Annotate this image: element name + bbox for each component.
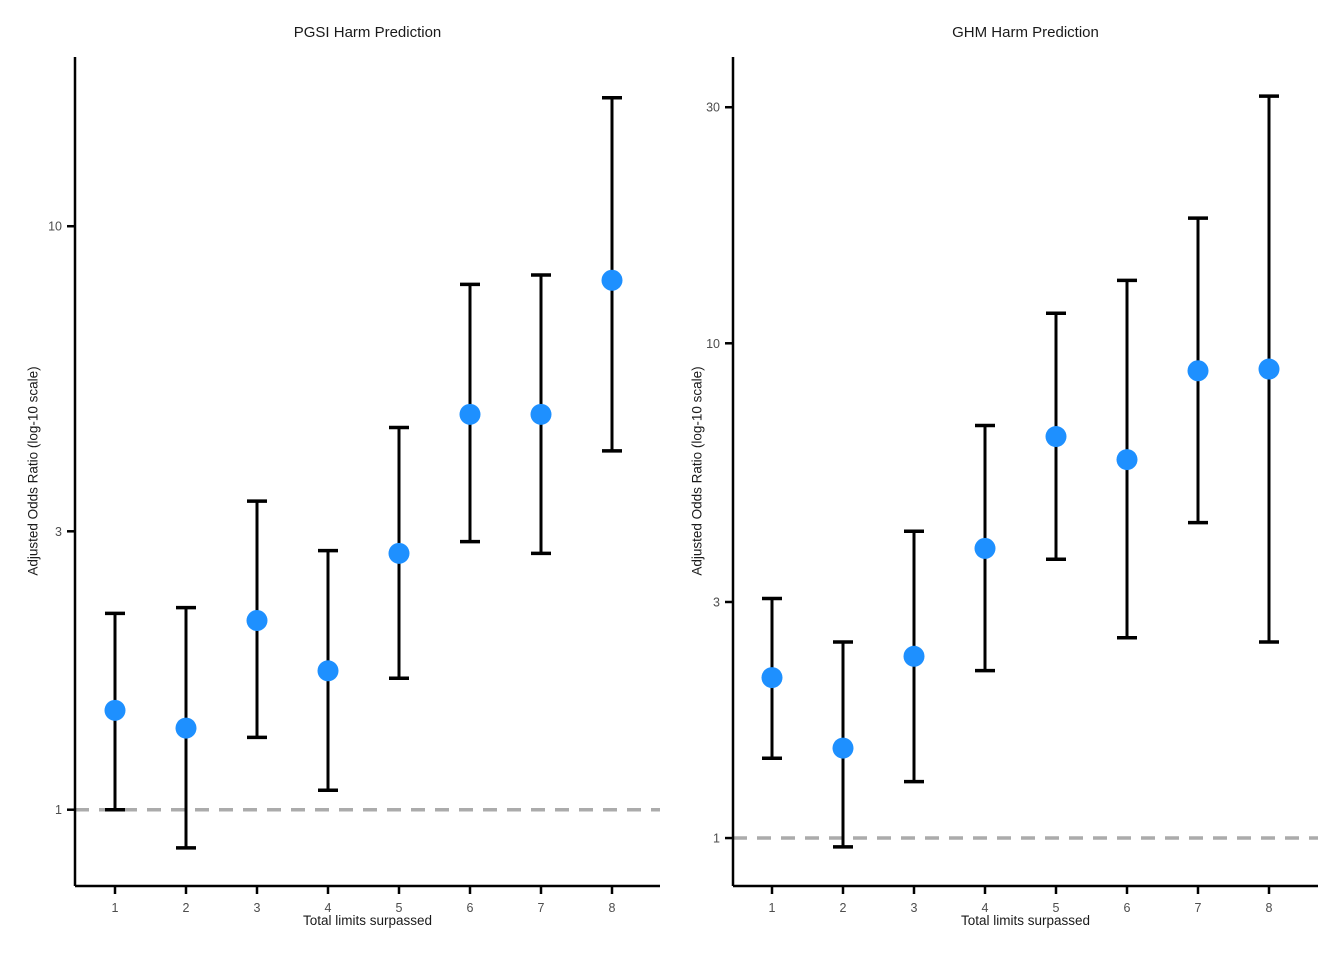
x-tick-label: 2	[183, 901, 190, 915]
data-point	[459, 403, 481, 425]
x-tick-label: 8	[1266, 901, 1273, 915]
data-point	[530, 403, 552, 425]
data-point	[1116, 449, 1138, 471]
data-point	[903, 645, 925, 667]
y-tick-label: 1	[713, 832, 720, 846]
data-point	[1187, 360, 1209, 382]
x-tick-label: 8	[609, 901, 616, 915]
x-tick-label: 4	[325, 901, 332, 915]
ghm-chart-canvas: 1 3 10 30 1 2 3 4 5 6 7 8	[706, 57, 1318, 915]
x-tick-label: 7	[538, 901, 545, 915]
data-point	[1258, 358, 1280, 380]
x-tick-label: 1	[769, 901, 776, 915]
data-point	[601, 269, 623, 291]
y-tick-label: 3	[713, 595, 720, 609]
pgsi-y-axis-title: Adjusted Odds Ratio (log-10 scale)	[25, 366, 41, 576]
pgsi-chart-canvas: 1 3 10 1 2 3 4 5 6 7 8	[48, 57, 660, 915]
data-point	[175, 717, 197, 739]
x-tick-label: 6	[467, 901, 474, 915]
x-tick-label: 4	[982, 901, 989, 915]
x-tick-label: 1	[112, 901, 119, 915]
x-tick-label: 3	[911, 901, 918, 915]
ghm-y-axis-title: Adjusted Odds Ratio (log-10 scale)	[689, 366, 705, 576]
pgsi-chart-title: PGSI Harm Prediction	[293, 24, 442, 41]
y-tick-label: 3	[55, 525, 62, 539]
x-tick-label: 3	[254, 901, 261, 915]
x-tick-label: 6	[1124, 901, 1131, 915]
x-tick-label: 2	[840, 901, 847, 915]
data-point	[1045, 426, 1067, 448]
y-tick-label: 1	[55, 803, 62, 817]
panel-pgsi: 1 3 10 1 2 3 4 5 6 7 8 PGSI Harm Prediction Adjust…	[25, 24, 660, 928]
x-tick-label: 5	[396, 901, 403, 915]
x-tick-label: 5	[1053, 901, 1060, 915]
data-point	[832, 737, 854, 759]
x-tick-label: 7	[1195, 901, 1202, 915]
data-point	[974, 537, 996, 559]
y-tick-label: 10	[48, 220, 62, 234]
pgsi-x-axis-title: Total limits surpassed	[302, 913, 433, 928]
y-tick-label: 30	[706, 101, 720, 115]
data-point	[246, 609, 268, 631]
data-point	[317, 660, 339, 682]
y-tick-label: 10	[706, 337, 720, 351]
data-point	[761, 667, 783, 689]
ghm-x-axis-title: Total limits surpassed	[960, 913, 1091, 928]
panel-ghm: 1 3 10 30 1 2 3 4 5 6 7 8 GHM Harm Prediction Adjus…	[672, 0, 1344, 960]
ghm-chart-title: GHM Harm Prediction	[952, 24, 1099, 41]
data-point	[388, 542, 410, 564]
data-point	[104, 699, 126, 721]
